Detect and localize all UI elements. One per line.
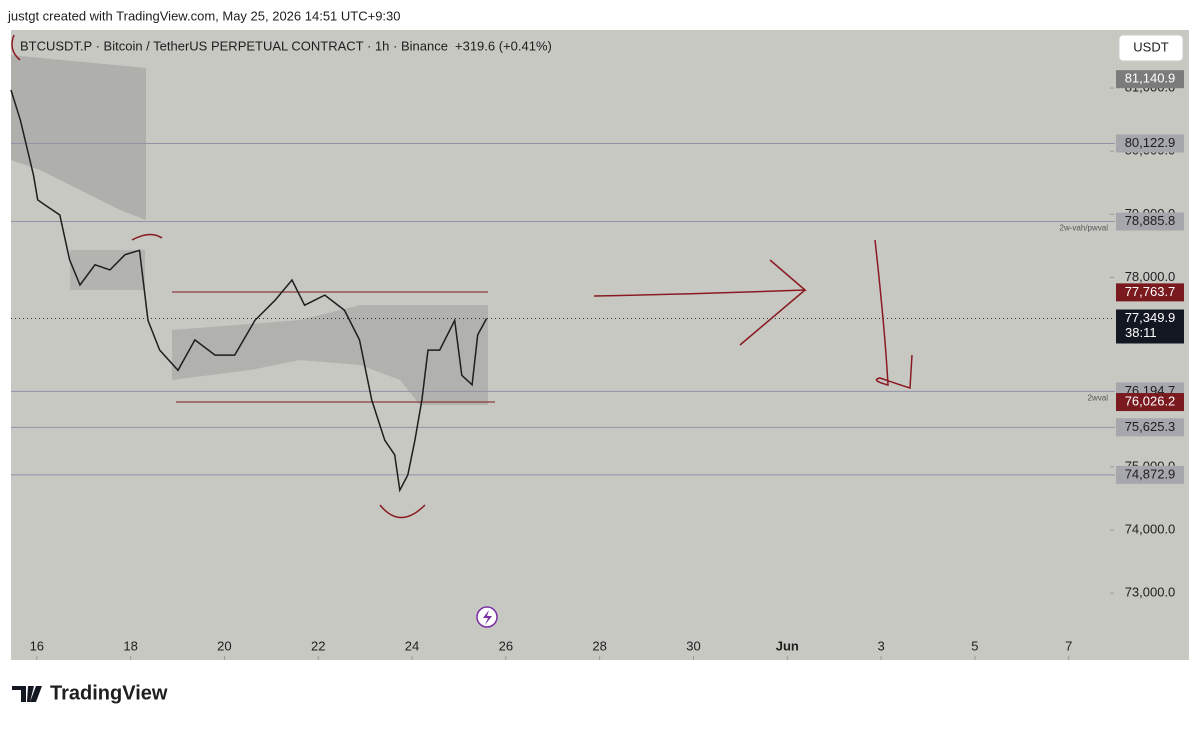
x-tick-label: Jun: [776, 638, 799, 653]
legend: BTCUSDT.P · Bitcoin / TetherUS PERPETUAL…: [20, 38, 448, 53]
price-badge: [1116, 283, 1184, 302]
curve: [131, 233, 163, 241]
current-price: 77,349.9: [1125, 310, 1176, 325]
y-tick-label: 73,000.0: [1125, 585, 1176, 600]
price-badge-label: 78,885.8: [1125, 213, 1176, 228]
price-badge-label: 74,872.9: [1125, 466, 1176, 481]
price-badge-label: 75,625.3: [1125, 419, 1176, 434]
level-note: 2w-vah/pwval: [1060, 224, 1109, 233]
x-tick-label: 24: [405, 638, 419, 653]
y-tick-label: 78,000.0: [1125, 269, 1176, 284]
value-area: [70, 250, 145, 290]
current-badge: [1116, 309, 1184, 344]
price-badge-label: 76,026.2: [1125, 393, 1176, 408]
x-tick-label: 7: [1065, 638, 1072, 653]
x-tick-label: 30: [686, 638, 700, 653]
price-badge: [1116, 465, 1184, 484]
currency: USDT: [1133, 39, 1168, 54]
x-tick-label: 16: [30, 638, 44, 653]
brand: TradingView: [12, 682, 168, 704]
currency-button[interactable]: [1118, 34, 1184, 62]
x-tick-label: 18: [123, 638, 137, 653]
x-tick-label: 20: [217, 638, 231, 653]
level-note: 2wval: [1088, 394, 1109, 403]
value-area: [172, 305, 488, 405]
countdown: 38:11: [1125, 325, 1157, 340]
price-line: [10, 89, 488, 493]
x-tick-label: 3: [877, 638, 884, 653]
arrow: [593, 259, 807, 346]
drawings: [11, 34, 913, 519]
curve: [379, 504, 426, 519]
arrow: [874, 239, 913, 389]
event-icon-glyph: [483, 610, 492, 625]
price-badge: [1116, 70, 1184, 89]
price-badge: [1116, 212, 1184, 231]
brand-logo: [12, 686, 42, 702]
price-badge: [1116, 393, 1184, 412]
price-badge: [1116, 418, 1184, 437]
credit: justgt created with TradingView.com, May…: [7, 8, 401, 23]
price-change: +319.6 (+0.41%): [455, 38, 552, 53]
price-badge-label: 80,122.9: [1125, 135, 1176, 150]
plot: 73,000.074,000.075,000.078,000.079,000.0…: [10, 70, 1184, 660]
x-tick-label: 28: [592, 638, 606, 653]
x-tick-label: 5: [971, 638, 978, 653]
price-badge-label: 77,763.7: [1125, 284, 1176, 299]
y-tick-label: 74,000.0: [1125, 521, 1176, 536]
curve: [11, 34, 21, 61]
x-tick-label: 26: [499, 638, 513, 653]
value-area: [11, 55, 146, 220]
brand-name: TradingView: [50, 682, 168, 704]
price-badge: [1116, 134, 1184, 153]
price-badge-label: 81,140.9: [1125, 71, 1176, 86]
x-tick-label: 22: [311, 638, 325, 653]
